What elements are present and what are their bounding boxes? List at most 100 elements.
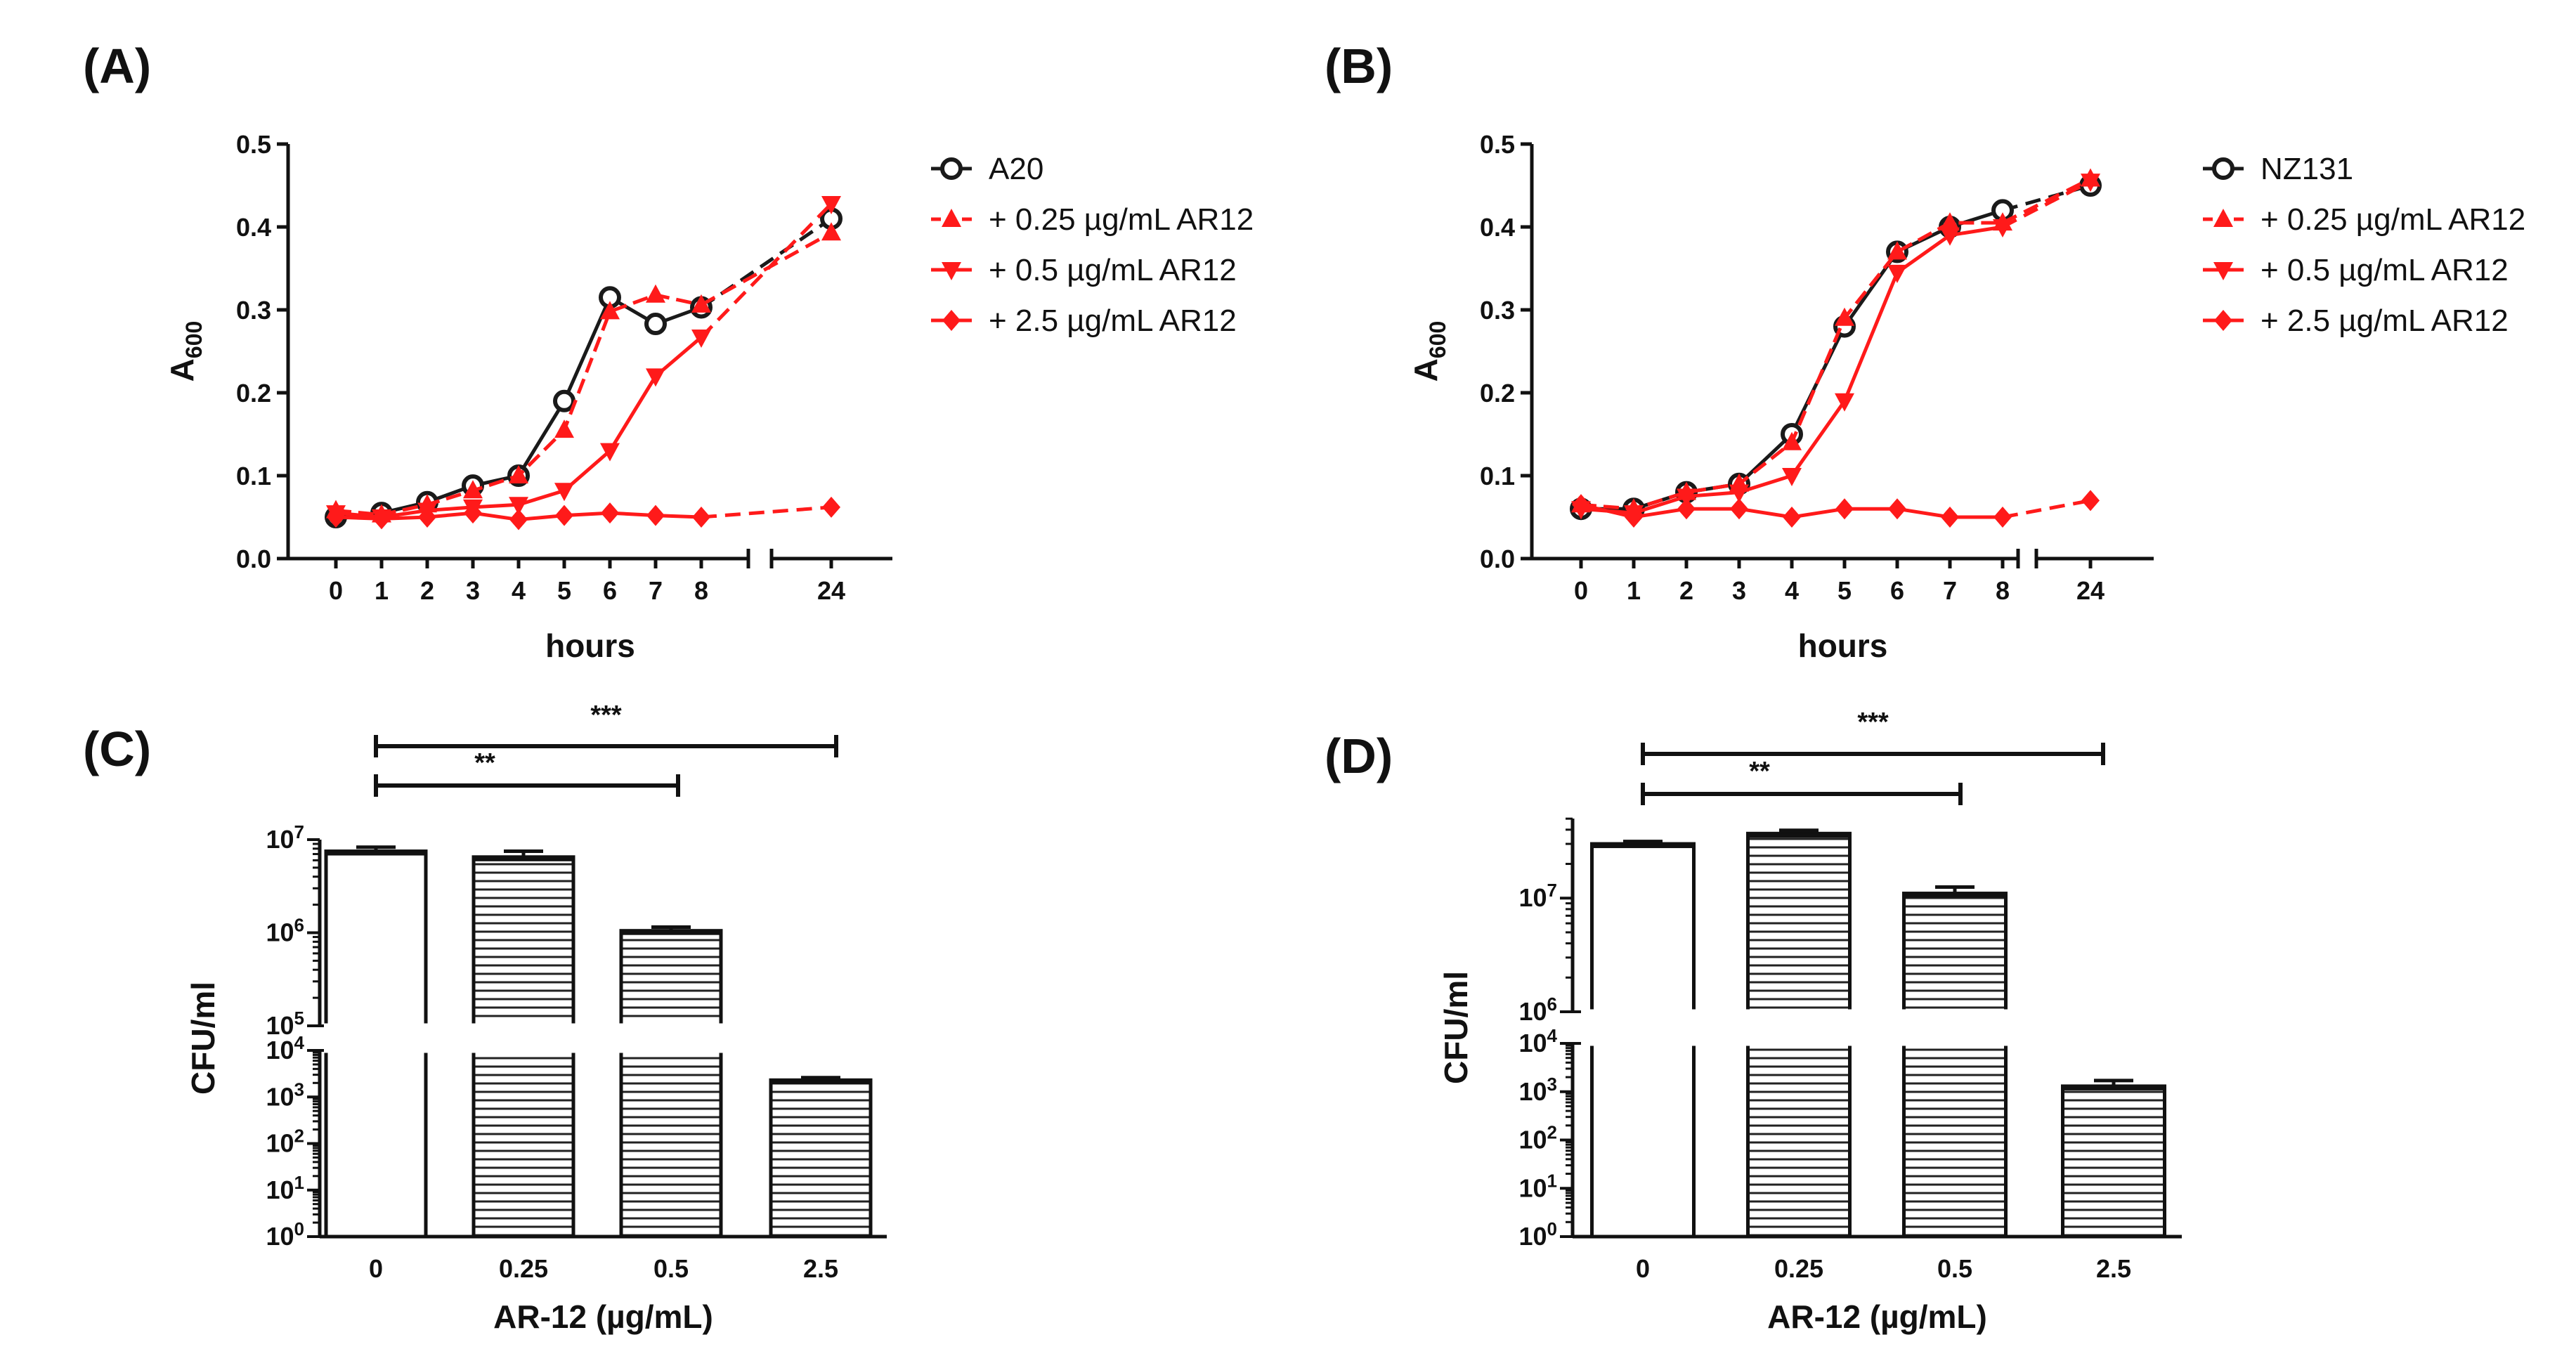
- y-tick-label-base: 10: [266, 1175, 294, 1204]
- data-point: [509, 465, 528, 483]
- y-tick-label-base: 10: [266, 1011, 294, 1040]
- x-tick-label: 0.5: [653, 1254, 689, 1283]
- data-point: [1729, 484, 1749, 503]
- y-tick-label: 103: [1518, 1074, 1557, 1106]
- data-point: [1730, 498, 1748, 520]
- x-tick-label: 0: [1574, 576, 1588, 605]
- data-point: [1782, 431, 1802, 450]
- y-tick-label: 0.3: [1480, 296, 1515, 325]
- x-tick-label: 0.25: [1774, 1254, 1823, 1283]
- data-point: [1677, 498, 1696, 520]
- y-tick-label-exp: 5: [294, 1008, 304, 1029]
- legend-item-2: + 0.25 µg/mL AR12: [2203, 202, 2525, 237]
- significance-bracket-1: ***: [374, 701, 838, 757]
- series-1: [325, 207, 843, 528]
- data-point: [646, 284, 665, 303]
- y-tick-label-exp: 2: [1547, 1122, 1557, 1143]
- legend-item-3: + 0.5 µg/mL AR12: [2203, 253, 2509, 287]
- data-point: [1887, 241, 1907, 260]
- legend-marker: [2214, 310, 2232, 331]
- y-tick-label-exp: 0: [1547, 1218, 1557, 1239]
- significance-stars: **: [1749, 757, 1770, 786]
- y-tick-label-exp: 2: [294, 1126, 304, 1147]
- bar-1: [324, 845, 428, 1239]
- data-point: [554, 483, 574, 502]
- x-tick-label: 2.5: [2096, 1254, 2131, 1283]
- legend-item-3: + 0.5 µg/mL AR12: [931, 253, 1237, 287]
- y-tick-label: 105: [266, 1008, 304, 1040]
- y-tick-label: 106: [1518, 994, 1557, 1026]
- bar-2: [471, 849, 575, 1239]
- panel-label-c: (C): [83, 722, 151, 776]
- y-tick-label-exp: 4: [294, 1032, 305, 1053]
- legend-marker: [2213, 209, 2233, 227]
- series-line: [335, 336, 703, 519]
- x-axis-label: AR-12 (µg/mL): [493, 1298, 713, 1335]
- series-break-line: [701, 505, 832, 519]
- bar-upper: [1746, 831, 1852, 1014]
- y-tick-label-exp: 3: [294, 1079, 304, 1100]
- data-point: [821, 222, 841, 241]
- x-tick-label: 6: [1890, 576, 1904, 605]
- y-tick-label-base: 10: [266, 825, 294, 854]
- y-tick-label-exp: 7: [1547, 880, 1557, 901]
- y-tick-label: 103: [266, 1079, 304, 1111]
- bar-chart-c: *****CFU/ml: [185, 701, 887, 1239]
- x-tick-label: 3: [466, 576, 480, 605]
- y-tick-label: 0.4: [1480, 213, 1515, 242]
- data-point: [1782, 468, 1802, 486]
- data-point: [555, 504, 573, 526]
- y-axis-label-main: A: [1407, 358, 1444, 382]
- x-tick-label: 8: [694, 576, 708, 605]
- legend-label: + 2.5 µg/mL AR12: [989, 304, 1237, 338]
- series-break-line: [700, 217, 833, 309]
- data-point: [1940, 212, 1960, 231]
- x-tick-label: 2.5: [803, 1254, 838, 1283]
- y-tick-label: 107: [266, 821, 304, 854]
- x-tick-label: 0: [1636, 1254, 1650, 1283]
- y-axis-label: CFU/ml: [1438, 971, 1474, 1084]
- x-tick-label: 2: [420, 576, 434, 605]
- series-break-line: [2001, 177, 2092, 225]
- x-tick-label: 1: [375, 576, 389, 605]
- x-tick-label: 0: [329, 576, 343, 605]
- data-point: [646, 368, 665, 387]
- bar-upper: [324, 849, 428, 1028]
- bar-lower: [324, 1048, 428, 1239]
- data-point: [644, 313, 667, 336]
- legend-label: + 0.25 µg/mL AR12: [2260, 202, 2525, 237]
- y-tick-label-base: 10: [1518, 1222, 1547, 1251]
- data-point: [691, 294, 711, 313]
- y-axis-label-sub: 600: [181, 321, 207, 358]
- y-tick-label-base: 10: [266, 1082, 294, 1111]
- x-tick-label: 1: [1627, 576, 1641, 605]
- x-tick-label: 5: [557, 576, 571, 605]
- y-tick-label-exp: 6: [294, 915, 304, 936]
- data-point: [463, 480, 483, 499]
- y-tick-label: 102: [1518, 1122, 1557, 1154]
- series-break-line: [2001, 179, 2092, 229]
- y-tick-label-base: 10: [1518, 1126, 1547, 1154]
- y-tick-label-base: 10: [266, 1222, 294, 1251]
- bar-lower: [471, 1048, 575, 1239]
- bar-upper: [1902, 892, 2008, 1014]
- bar-lower: [1590, 1041, 1696, 1239]
- line-chart-a: A600 A20 + 0.25 µg/mL AR12 + 0.5 µg/mL AR12…: [164, 142, 1254, 568]
- panel-label-d: (D): [1325, 729, 1393, 783]
- y-tick-label: 0.3: [236, 296, 271, 325]
- series-line: [1580, 221, 2003, 511]
- legend-label: A20: [989, 152, 1043, 186]
- bar-top-edge: [621, 930, 721, 935]
- data-point: [692, 507, 710, 528]
- legend-label: + 0.25 µg/mL AR12: [989, 202, 1254, 237]
- data-point: [1888, 498, 1906, 520]
- legend-marker: [2213, 262, 2233, 280]
- bar-lower: [769, 1078, 873, 1239]
- significance-bracket-2: **: [1641, 757, 1963, 805]
- y-tick-label: 104: [1518, 1025, 1557, 1057]
- data-point: [1940, 227, 1960, 246]
- y-tick-label: 0.2: [236, 379, 271, 408]
- bar-top-edge: [1904, 893, 2006, 898]
- bar-top-edge: [474, 856, 573, 861]
